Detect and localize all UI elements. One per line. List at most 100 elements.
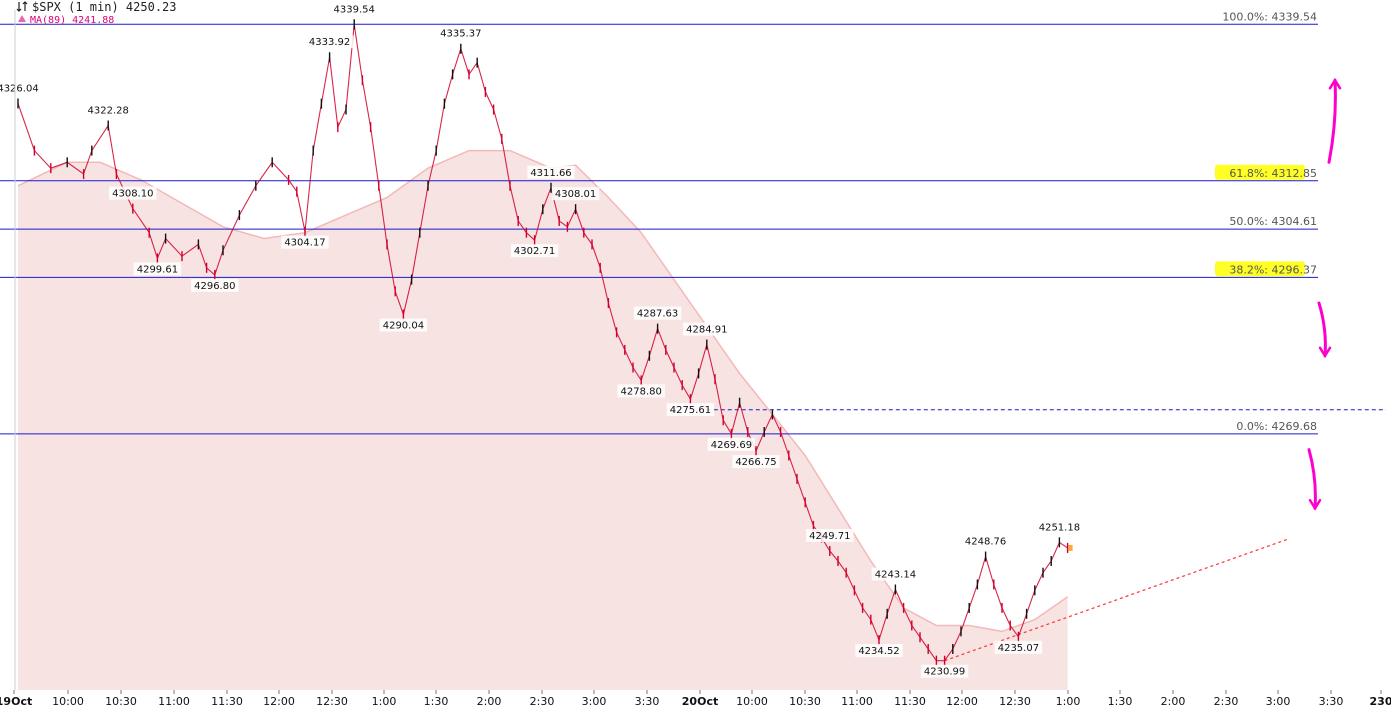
price-line (17, 24, 1068, 662)
ma-label: MA(89) 4241.88 (30, 15, 114, 26)
x-tick-label: 2:30 (1214, 695, 1239, 706)
ma-fill (18, 150, 1068, 691)
fib-highlight (1215, 164, 1305, 180)
fib-label: 0.0%: 4269.68 (1236, 420, 1317, 433)
annotation-arrow (1327, 78, 1337, 164)
price-label: 4311.66 (530, 168, 571, 179)
price-label: 4251.18 (1039, 522, 1080, 533)
fib-label: 100.0%: 4339.54 (1222, 10, 1317, 23)
arrows-icon (16, 1, 28, 12)
x-tick-label: 12:30 (999, 695, 1031, 706)
price-label-bg (379, 318, 428, 332)
price-label: 4299.61 (137, 264, 178, 275)
x-axis: 19Oct 10:00 10:30 11:00 11:30 12:00 12:30 1:00 1… (0, 690, 1391, 706)
x-tick-label: 3:00 (582, 695, 607, 706)
price-label: 4322.28 (88, 105, 129, 116)
price-label-bg (551, 187, 600, 201)
x-tick-label: 11:30 (894, 695, 926, 706)
price-label-bg (961, 534, 1010, 548)
price-label: 4308.10 (112, 189, 153, 200)
price-label: 4326.04 (0, 83, 39, 94)
x-tick-label: 3:30 (635, 695, 660, 706)
price-label-bg (527, 165, 575, 179)
price-label: 4234.52 (858, 646, 899, 657)
price-label-bg (281, 235, 329, 249)
price-label-bg (109, 186, 157, 200)
price-label: 4290.04 (383, 321, 424, 332)
x-tick-label: 1:30 (1108, 695, 1133, 706)
price-label-bg (683, 322, 731, 336)
annotation-arrow (1317, 301, 1327, 358)
annotation-arrowhead (1308, 498, 1322, 511)
x-tick-label: 230 (1370, 695, 1391, 706)
last-price-marker (1068, 544, 1073, 551)
price-label-bg (617, 384, 665, 398)
fibonacci-levels: 100.0%: 4339.54 61.8%: 4312.85 50.0%: 4304… (0, 10, 1318, 435)
price-label: 4243.14 (875, 570, 916, 581)
trend-lines (706, 409, 1386, 662)
price-label-bg (994, 640, 1043, 654)
fib-highlight (1215, 261, 1305, 277)
x-tick-label: 3:30 (1319, 695, 1344, 706)
price-label-bg (633, 306, 682, 320)
x-tick-label: 11:00 (841, 695, 873, 706)
trend-line (944, 538, 1290, 662)
x-tick-label: 10:30 (789, 695, 821, 706)
price-label: 4248.76 (965, 537, 1006, 548)
chart-title: $SPX (1 min) 4250.23 (32, 0, 177, 14)
price-label: 4284.91 (686, 325, 727, 336)
price-label: 4308.01 (555, 189, 596, 200)
x-tick-label: 10:00 (52, 695, 84, 706)
fib-label: 38.2%: 4296.37 (1229, 263, 1317, 276)
price-label: 4333.92 (309, 37, 350, 48)
moving-average-area (17, 149, 1069, 691)
price-label: 4235.07 (998, 643, 1039, 654)
x-tick-label: 2:00 (1161, 695, 1186, 706)
price-label-bg (84, 103, 132, 117)
x-tick-label: 11:00 (158, 695, 190, 706)
price-label: 4278.80 (621, 386, 662, 397)
price-series (17, 19, 1073, 666)
x-tick-label: 11:30 (211, 695, 243, 706)
price-label-bg (732, 455, 780, 469)
price-label-bg (510, 244, 559, 258)
price-label: 4269.69 (711, 440, 752, 451)
chart-header: $SPX (1 min) 4250.23 MA(89) 4241.88 (30, 0, 177, 26)
price-label: 4266.75 (735, 457, 776, 468)
fib-label: 50.0%: 4304.61 (1229, 215, 1317, 228)
price-label-bg (707, 437, 756, 451)
price-label: 4249.71 (809, 531, 850, 542)
price-label-bg (871, 567, 920, 581)
price-label-bg (855, 644, 903, 658)
x-tick-label: 19Oct (0, 695, 32, 706)
annotation-arrows (1307, 77, 1342, 511)
price-label: 4287.63 (637, 309, 678, 320)
annotation-arrowhead (1318, 346, 1332, 359)
price-label: 4339.54 (334, 4, 375, 15)
price-label-bg (330, 2, 378, 16)
price-label-bg (1035, 520, 1084, 534)
ma-triangle-icon (18, 15, 26, 22)
price-label-bg (437, 26, 485, 40)
x-tick-label: 2:00 (477, 695, 502, 706)
fib-label: 61.8%: 4312.85 (1229, 167, 1317, 180)
price-label: 4275.61 (670, 405, 711, 416)
price-label-bg (806, 528, 854, 542)
price-label-bg (666, 403, 715, 417)
price-label: 4230.99 (924, 667, 965, 678)
x-tick-label: 10:00 (736, 695, 768, 706)
x-tick-label: 1:30 (424, 695, 449, 706)
x-tick-label: 3:00 (1266, 695, 1291, 706)
x-tick-label: 10:30 (105, 695, 137, 706)
price-label: 4304.17 (284, 238, 325, 249)
price-label-bg (0, 81, 42, 95)
x-tick-label: 12:30 (316, 695, 348, 706)
x-tick-label: 20Oct (682, 695, 718, 706)
x-tick-label: 12:00 (946, 695, 978, 706)
x-tick-label: 1:00 (1056, 695, 1081, 706)
price-label: 4335.37 (440, 29, 481, 40)
annotation-arrow (1307, 448, 1317, 510)
price-label-bg (305, 35, 354, 49)
x-tick-label: 1:00 (372, 695, 397, 706)
